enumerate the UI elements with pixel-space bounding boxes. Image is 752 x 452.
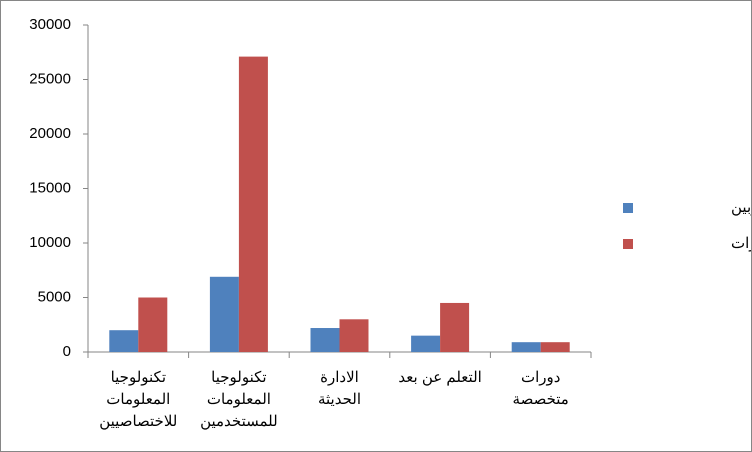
bar xyxy=(310,328,340,352)
y-tick-label: 30000 xyxy=(29,16,71,33)
legend-label: عدد الدورات xyxy=(731,235,751,252)
y-tick-label: 20000 xyxy=(29,125,71,142)
legend-label: عدد المتدربين xyxy=(731,199,751,216)
y-tick-label: 5000 xyxy=(38,288,71,305)
y-tick-label: 25000 xyxy=(29,70,71,87)
x-tick-label: تكنولوجيا المعلومات للاختصاصيين xyxy=(99,369,178,430)
legend-swatch xyxy=(623,239,633,249)
bar xyxy=(511,342,541,352)
bar xyxy=(440,302,470,352)
y-tick-label: 10000 xyxy=(29,234,71,251)
x-tick-label: الادارة الحديثة xyxy=(317,369,362,408)
bar xyxy=(138,297,168,352)
y-tick-label: 15000 xyxy=(29,179,71,196)
x-tick-label: التعلم عن بعد xyxy=(398,369,482,386)
bar xyxy=(109,330,139,352)
bar xyxy=(238,56,268,353)
bar xyxy=(540,342,570,352)
x-tick-label: تكنولوجيا المعلومات للمستخدمين xyxy=(200,369,278,430)
bar xyxy=(339,319,369,352)
y-tick-label: 0 xyxy=(63,343,71,360)
legend-swatch xyxy=(623,203,633,213)
bar xyxy=(209,276,239,352)
bar xyxy=(411,335,441,352)
x-tick-label: دورات متخصصة xyxy=(512,369,569,408)
